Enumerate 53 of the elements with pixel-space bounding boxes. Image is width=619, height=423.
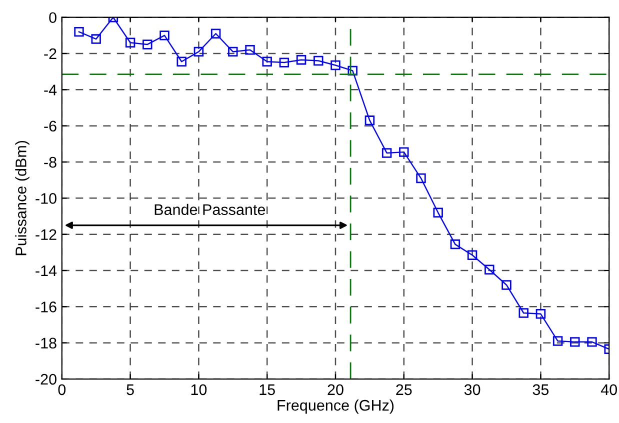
x-tick-label: 15 bbox=[260, 384, 275, 396]
point bbox=[416, 173, 426, 184]
x-tick-label: 25 bbox=[396, 384, 412, 396]
x-tick-label: 35 bbox=[532, 384, 549, 396]
y-tick-label: -12 bbox=[36, 229, 56, 240]
point bbox=[484, 264, 494, 274]
point bbox=[587, 337, 597, 347]
point bbox=[160, 30, 170, 40]
x-tick-label: 30 bbox=[464, 384, 480, 396]
point bbox=[348, 66, 358, 76]
x-tick-label: 5 bbox=[126, 384, 134, 396]
y-tick-label: -14 bbox=[36, 266, 57, 276]
x-tick-label: 10 bbox=[191, 384, 207, 396]
point bbox=[210, 28, 221, 38]
x-tick-label: 40 bbox=[600, 384, 617, 396]
y-tick-label: -10 bbox=[36, 193, 56, 204]
point bbox=[570, 337, 580, 347]
x-axis-title: Frequence (GHz) bbox=[278, 400, 394, 414]
y-tick-label: -4 bbox=[44, 84, 57, 96]
y-tick-label: -2 bbox=[44, 48, 56, 60]
y-tick-label: -6 bbox=[44, 120, 56, 132]
point bbox=[314, 56, 324, 66]
annotation: Bande Passante bbox=[154, 204, 266, 216]
point bbox=[194, 46, 204, 57]
point bbox=[176, 56, 186, 67]
y-tick-label: -16 bbox=[36, 302, 56, 312]
y-tick-label: -20 bbox=[36, 374, 56, 385]
point bbox=[142, 40, 152, 50]
point bbox=[364, 116, 375, 126]
y-tick-label: 0 bbox=[49, 12, 56, 24]
point bbox=[502, 280, 512, 290]
point bbox=[330, 60, 340, 70]
x-tick-label: 20 bbox=[328, 384, 344, 396]
point bbox=[399, 147, 409, 157]
point bbox=[228, 46, 238, 57]
point bbox=[279, 58, 290, 68]
point bbox=[74, 26, 84, 37]
point bbox=[433, 208, 443, 218]
point bbox=[245, 45, 255, 55]
point bbox=[450, 239, 460, 250]
point bbox=[296, 54, 306, 65]
y-tick-label: -8 bbox=[44, 156, 56, 168]
point bbox=[262, 56, 272, 67]
point bbox=[91, 34, 101, 44]
y-tick-label: -18 bbox=[36, 338, 56, 349]
point bbox=[382, 148, 392, 158]
point bbox=[125, 38, 136, 48]
point bbox=[518, 308, 528, 318]
point bbox=[536, 309, 546, 319]
point bbox=[552, 336, 563, 346]
y-axis-title: Puissance (dBm) bbox=[15, 140, 30, 256]
point bbox=[467, 250, 478, 260]
x-tick-label: 0 bbox=[58, 384, 66, 396]
